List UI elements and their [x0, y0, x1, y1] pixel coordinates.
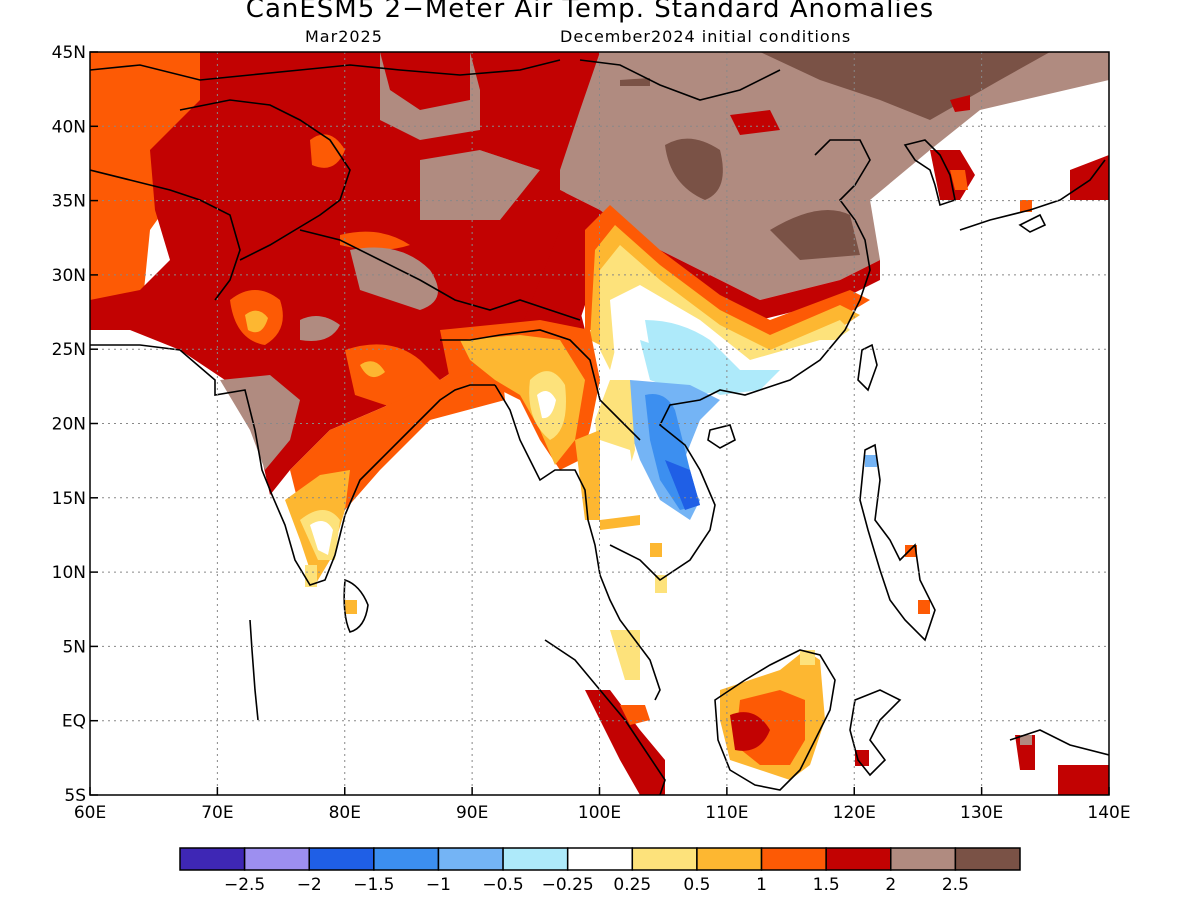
colorbar-swatch — [502, 847, 569, 871]
x-tick-label: 70E — [201, 803, 233, 823]
y-tick-label: 40N — [52, 117, 86, 137]
x-tick-label: 140E — [1087, 803, 1130, 823]
y-tick-label: 35N — [52, 192, 86, 212]
x-tick-label: 130E — [960, 803, 1003, 823]
colorbar-label: −0.5 — [482, 875, 523, 895]
y-tick-label: 5S — [64, 786, 86, 806]
colorbar: −2.5 −2 −1.5 −1 −0.5 −0.25 0.25 0.5 1 1.5 2 2.5 — [179, 847, 1021, 895]
colorbar-label: 2 — [885, 875, 896, 895]
colorbar-swatch — [308, 847, 375, 871]
x-axis-ticks: 60E 70E 80E 90E 100E 110E 120E 130E 140E — [74, 787, 1131, 823]
y-tick-label: 25N — [52, 340, 86, 360]
x-tick-label: 120E — [833, 803, 876, 823]
colorbar-swatch — [954, 847, 1021, 871]
colorbar-swatch — [760, 847, 827, 871]
colorbar-label: 0.25 — [613, 875, 651, 895]
colorbar-swatch — [631, 847, 698, 871]
colorbar-swatch — [179, 847, 246, 871]
colorbar-label: −1.5 — [353, 875, 394, 895]
x-tick-label: 100E — [578, 803, 621, 823]
colorbar-swatch — [696, 847, 763, 871]
colorbar-label: 1.5 — [813, 875, 840, 895]
colorbar-label: −2 — [297, 875, 322, 895]
colorbar-label: −0.25 — [542, 875, 594, 895]
y-tick-label: 10N — [52, 563, 86, 583]
colorbar-label: 1 — [756, 875, 767, 895]
y-tick-label: 20N — [52, 415, 86, 435]
colorbar-swatch — [566, 847, 634, 871]
y-tick-label: 45N — [52, 43, 86, 63]
y-tick-label: 15N — [52, 489, 86, 509]
colorbar-label: −1 — [426, 875, 451, 895]
colorbar-swatch — [373, 847, 440, 871]
y-tick-label: 5N — [62, 637, 86, 657]
map-title: CanESM5 2−Meter Air Temp. Standard Anoma… — [245, 0, 935, 24]
colorbar-label: 0.5 — [683, 875, 710, 895]
y-axis-ticks: 45N 40N 35N 30N 25N 20N 15N 10N 5N EQ 5S — [52, 43, 98, 806]
x-tick-label: 110E — [705, 803, 748, 823]
y-tick-label: 30N — [52, 266, 86, 286]
y-tick-label: EQ — [62, 712, 86, 732]
x-tick-label: 60E — [74, 803, 106, 823]
colorbar-label: −2.5 — [224, 875, 265, 895]
coastline-outlines — [90, 59, 1109, 795]
anomaly-shading — [90, 52, 1109, 795]
colorbar-swatch — [437, 847, 504, 871]
map-gridlines — [90, 52, 1109, 795]
x-tick-label: 90E — [456, 803, 488, 823]
initial-conditions: December2024 initial conditions — [560, 27, 852, 46]
colorbar-swatch — [890, 847, 957, 871]
colorbar-swatch — [825, 847, 892, 871]
x-tick-label: 80E — [329, 803, 361, 823]
colorbar-label: 2.5 — [942, 875, 969, 895]
colorbar-swatch — [243, 847, 310, 871]
forecast-month: Mar2025 — [305, 27, 383, 46]
